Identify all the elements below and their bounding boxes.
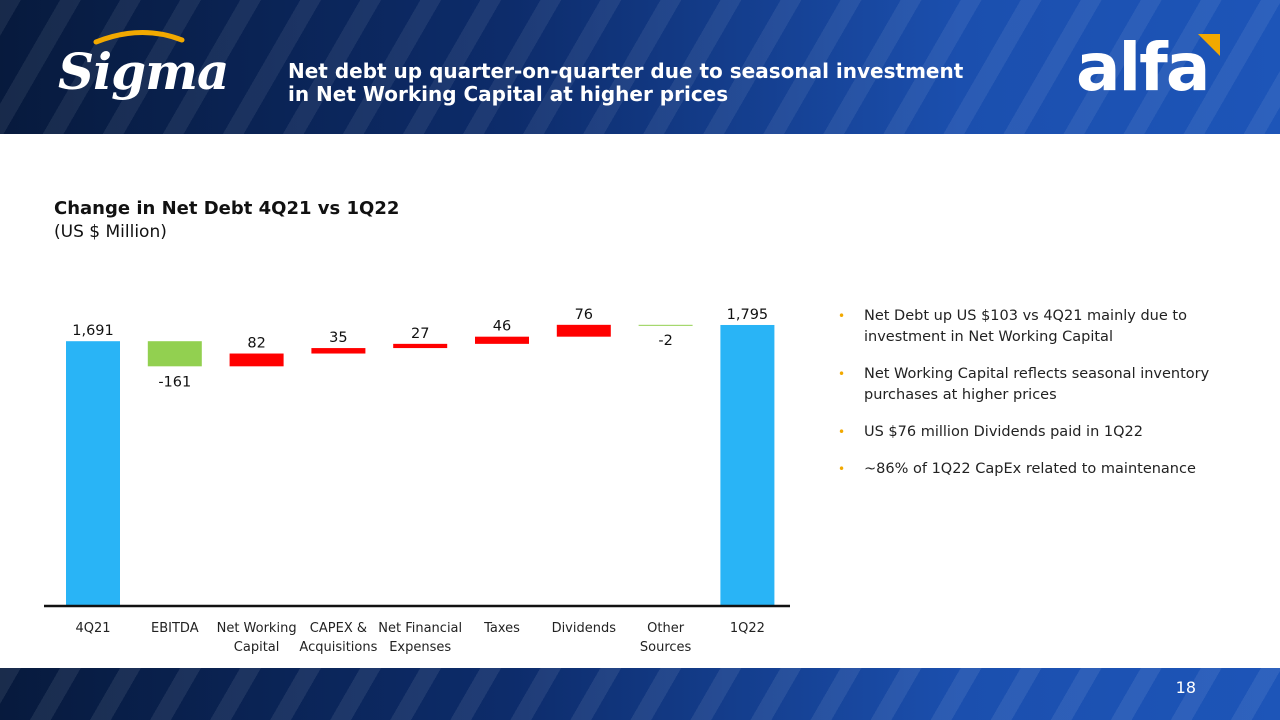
data-label: 76: [575, 307, 593, 323]
category-label: Taxes: [483, 621, 520, 636]
bullet-item: • Net Working Capital reflects seasonal i…: [838, 364, 1218, 406]
bullet-text: ~86% of 1Q22 CapEx related to maintenanc…: [864, 461, 1196, 477]
waterfall-bar: [311, 348, 366, 354]
waterfall-bar: [720, 324, 775, 605]
waterfall-bar: [638, 324, 693, 326]
bullet-list: • Net Debt up US $103 vs 4Q21 mainly due …: [838, 306, 1218, 496]
page-number: 18: [1175, 678, 1196, 697]
chart-title: Change in Net Debt 4Q21 vs 1Q22: [54, 198, 400, 219]
data-label: -2: [658, 333, 672, 349]
waterfall-bar: [66, 341, 120, 605]
bullet-text: Net Debt up US $103 vs 4Q21 mainly due t…: [864, 308, 1187, 345]
waterfall-bar: [229, 353, 284, 367]
data-label: 46: [493, 319, 511, 335]
page-title-line-1: Net debt up quarter-on-quarter due to se…: [288, 59, 964, 83]
bullet-text: Net Working Capital reflects seasonal in…: [864, 366, 1210, 403]
category-label: 1Q22: [730, 621, 765, 636]
waterfall-bar: [147, 341, 202, 367]
bullet-dot-icon: •: [838, 462, 846, 476]
page-title-line-2: in Net Working Capital at higher prices: [288, 82, 729, 106]
sigma-logo-text: Sigma: [58, 42, 229, 101]
bullet-dot-icon: •: [838, 367, 846, 381]
header-banner: Sigma Net debt up quarter-on-quarter due…: [0, 0, 1280, 134]
data-label: -161: [158, 374, 191, 390]
waterfall-bar: [393, 343, 448, 349]
page-title: Net debt up quarter-on-quarter due to se…: [288, 60, 1048, 106]
bullet-item: • ~86% of 1Q22 CapEx related to maintenan…: [838, 459, 1218, 480]
bullet-item: • US $76 million Dividends paid in 1Q22: [838, 422, 1218, 443]
category-label: Capital: [234, 640, 280, 655]
data-label: 35: [329, 330, 347, 346]
waterfall-bar: [475, 336, 529, 344]
alfa-logo: alfa: [1076, 30, 1226, 110]
category-label: Net Financial: [378, 621, 462, 636]
alfa-logo-text: alfa: [1076, 29, 1210, 106]
waterfall-bar: [556, 324, 611, 337]
category-label: 4Q21: [75, 621, 110, 636]
category-label: Sources: [640, 640, 692, 655]
category-label: Other: [647, 621, 685, 636]
bullet-dot-icon: •: [838, 309, 846, 323]
category-label: Dividends: [552, 621, 617, 636]
chart-subtitle: (US $ Million): [54, 222, 167, 242]
sigma-logo-swoosh: [93, 30, 185, 45]
category-label: EBITDA: [151, 621, 199, 636]
bullet-item: • Net Debt up US $103 vs 4Q21 mainly due …: [838, 306, 1218, 348]
category-label: Acquisitions: [299, 640, 377, 655]
bullet-dot-icon: •: [838, 425, 846, 439]
waterfall-chart: 1,691 4Q21 -161 EBITDA 82 Net Working Capital 3…: [44, 307, 790, 655]
category-label: CAPEX &: [310, 621, 367, 636]
sigma-logo: Sigma: [56, 28, 229, 110]
footer-banner: 18: [0, 668, 1280, 720]
data-label: 27: [411, 326, 429, 342]
data-label: 1,691: [72, 323, 114, 339]
alfa-logo-mark-icon: [1198, 34, 1220, 56]
bullet-text: US $76 million Dividends paid in 1Q22: [864, 424, 1143, 440]
data-label: 82: [247, 336, 265, 352]
category-label: Net Working: [217, 621, 297, 636]
data-label: 1,795: [727, 307, 769, 323]
category-label: Expenses: [389, 640, 451, 655]
